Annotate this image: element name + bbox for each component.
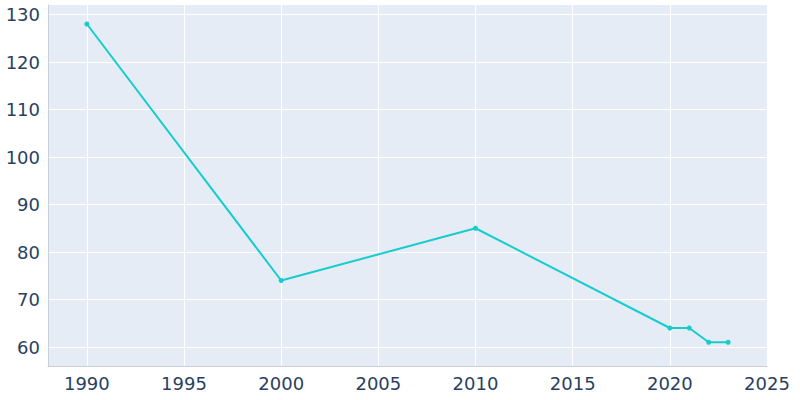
- svg-text:2005: 2005: [355, 373, 401, 394]
- svg-text:120: 120: [6, 52, 40, 73]
- svg-text:70: 70: [17, 289, 40, 310]
- svg-text:2000: 2000: [258, 373, 304, 394]
- svg-text:130: 130: [6, 4, 40, 25]
- svg-text:100: 100: [6, 147, 40, 168]
- svg-text:2020: 2020: [647, 373, 693, 394]
- svg-text:2015: 2015: [550, 373, 596, 394]
- svg-text:90: 90: [17, 194, 40, 215]
- svg-text:80: 80: [17, 242, 40, 263]
- svg-text:60: 60: [17, 337, 40, 358]
- svg-text:110: 110: [6, 99, 40, 120]
- svg-text:1995: 1995: [161, 373, 207, 394]
- svg-text:1990: 1990: [64, 373, 110, 394]
- svg-text:2010: 2010: [453, 373, 499, 394]
- svg-text:2025: 2025: [744, 373, 790, 394]
